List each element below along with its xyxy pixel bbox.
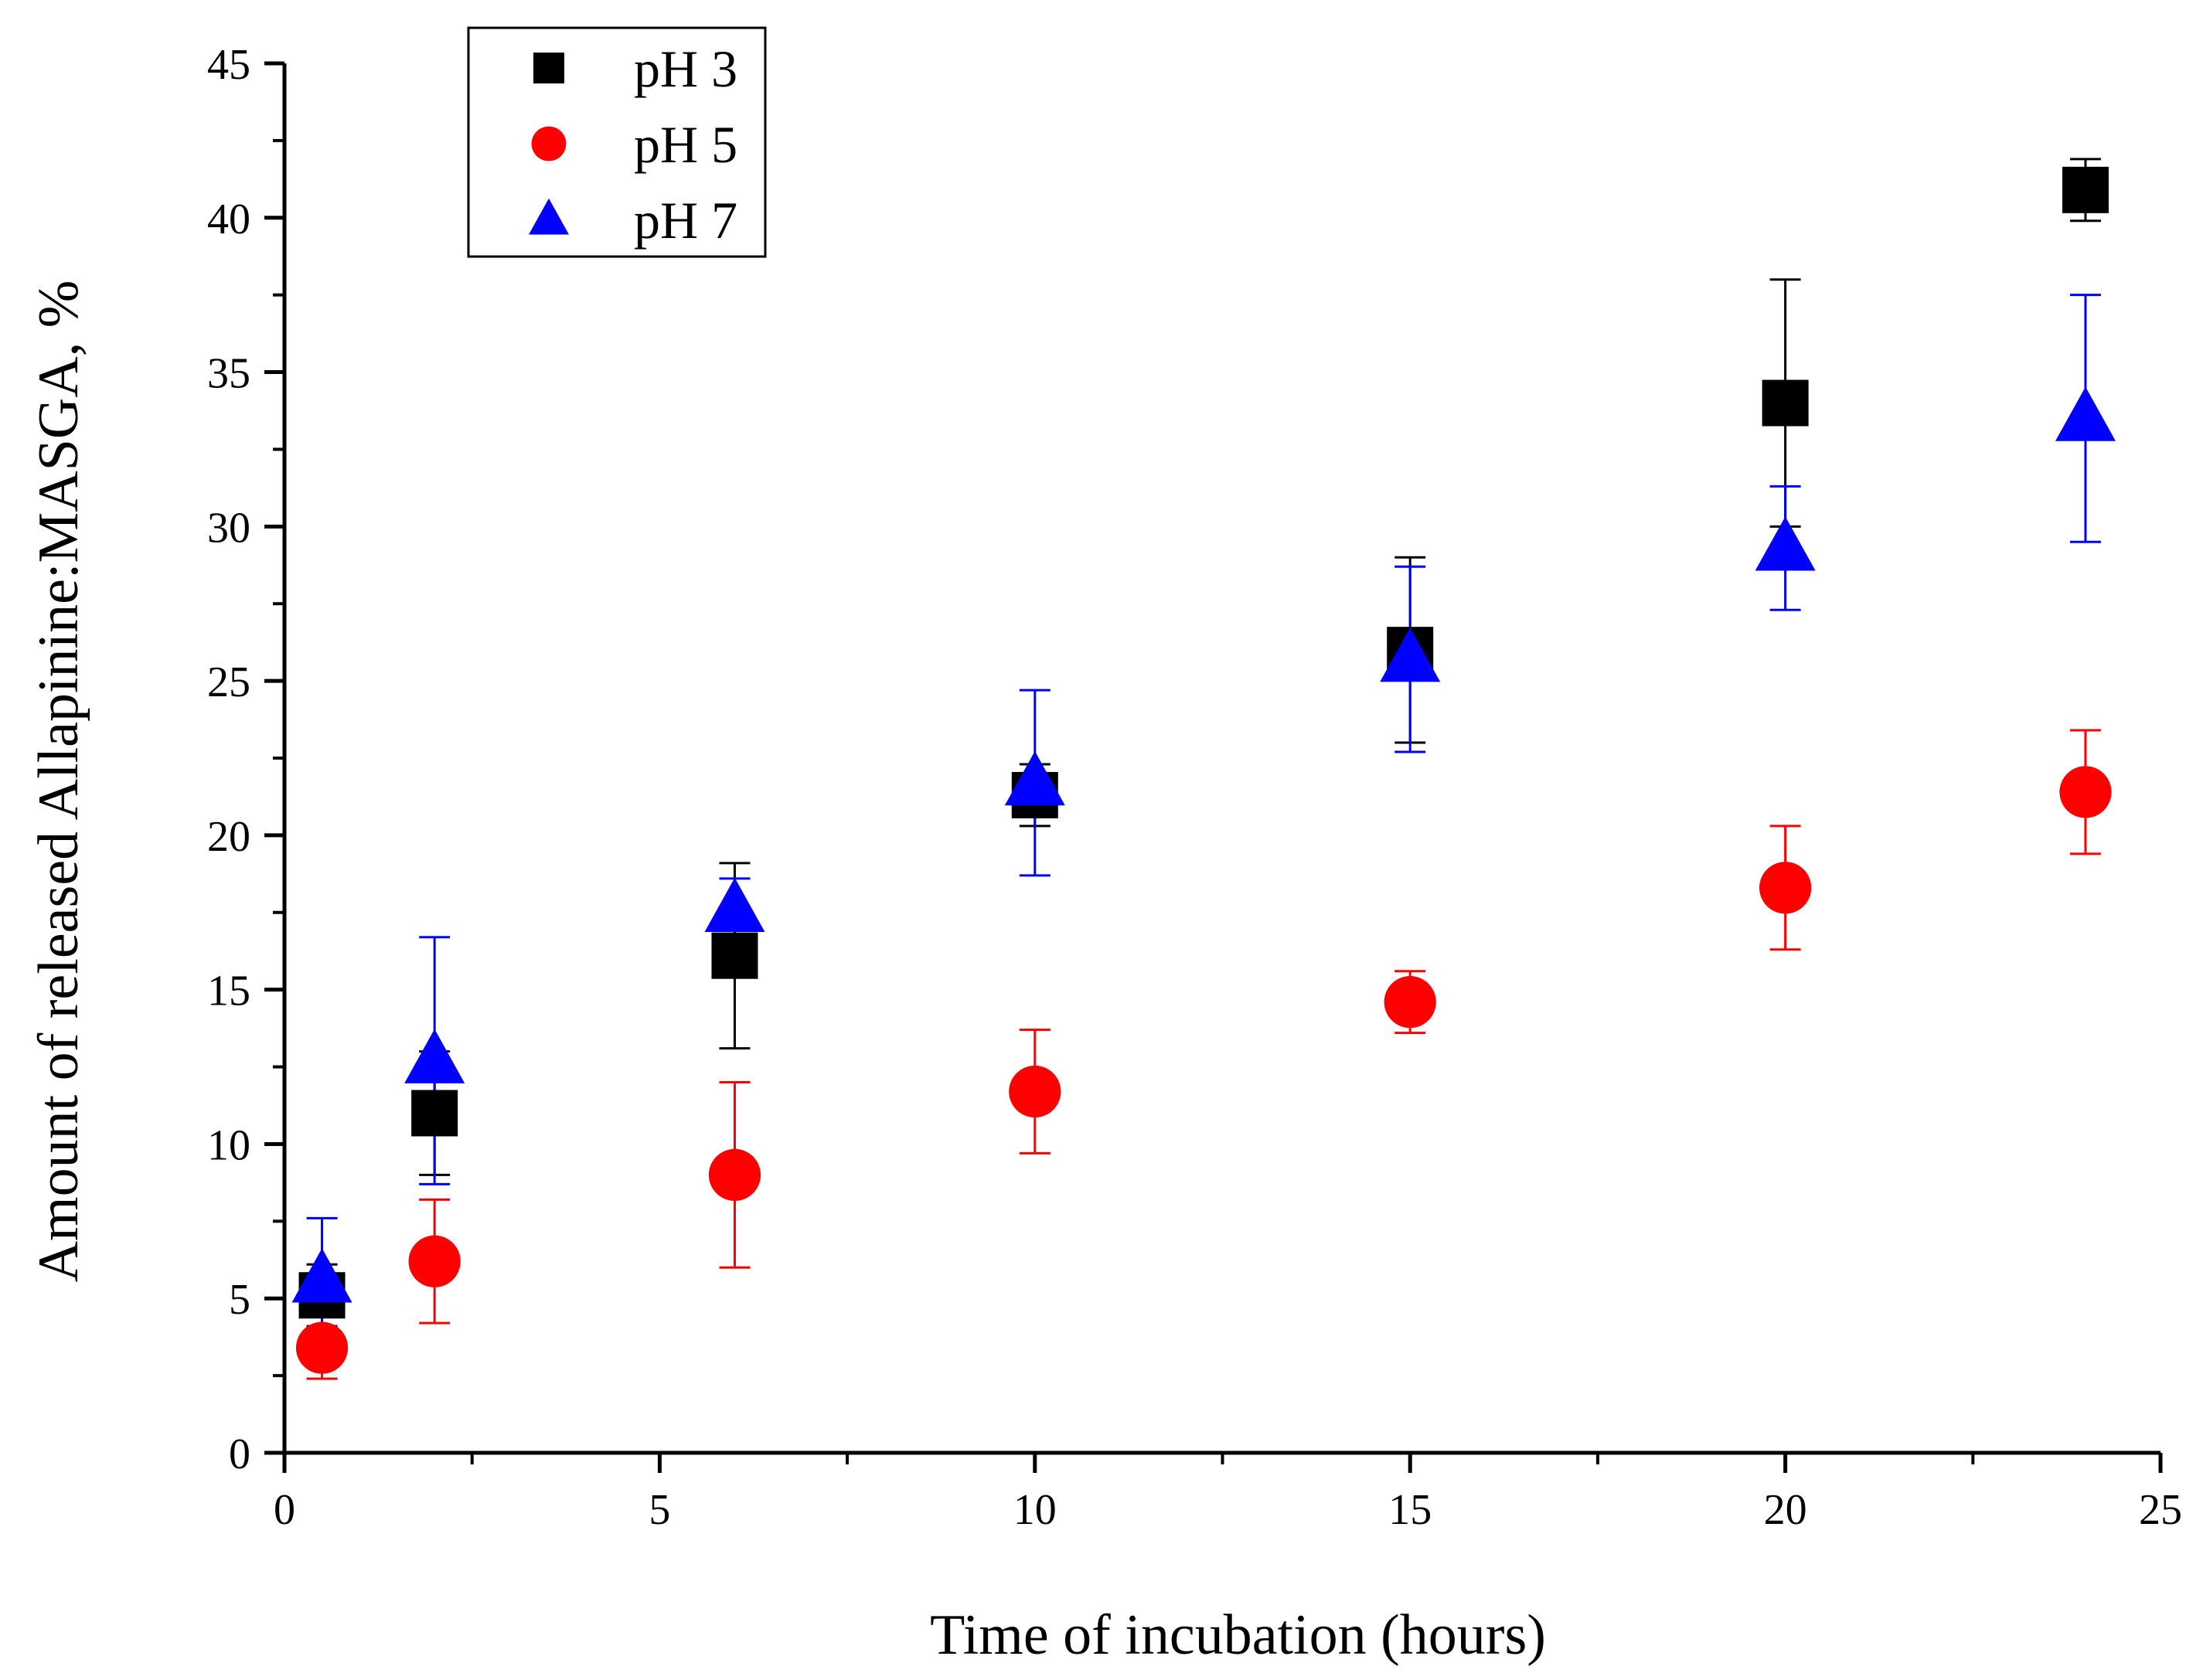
data-point — [408, 1235, 461, 1287]
y-tick-label: 20 — [207, 813, 250, 861]
data-point — [1762, 379, 1809, 427]
series-ph-3 — [298, 166, 2109, 1319]
y-tick-label: 0 — [229, 1430, 250, 1478]
data-point — [2059, 766, 2112, 818]
legend-label: pH 5 — [634, 115, 737, 174]
axes — [282, 63, 2161, 1455]
y-tick-label: 35 — [207, 350, 250, 398]
data-point — [1759, 862, 1812, 914]
x-axis-title: Time of incubation (hours) — [930, 1603, 1546, 1667]
legend: pH 3 pH 5 pH 7 — [467, 26, 767, 258]
x-tick-label: 20 — [1764, 1486, 1807, 1534]
data-point — [2055, 386, 2116, 441]
legend-label: pH 7 — [634, 191, 737, 250]
y-tick-label: 45 — [207, 41, 250, 89]
data-point — [1004, 751, 1065, 806]
y-tick-label: 5 — [229, 1276, 250, 1324]
y-tick-label: 25 — [207, 658, 250, 706]
y-tick-label: 15 — [207, 968, 250, 1015]
legend-marker — [531, 126, 567, 162]
data-point — [2062, 166, 2109, 213]
legend-marker — [529, 198, 569, 235]
x-tick-label: 25 — [2139, 1486, 2182, 1534]
x-tick-label: 5 — [649, 1486, 670, 1534]
data-point — [291, 1248, 352, 1303]
data-point — [1384, 976, 1436, 1029]
data-point — [708, 1148, 761, 1201]
data-point — [704, 877, 765, 933]
data-point — [295, 1321, 349, 1374]
data-point — [411, 1090, 458, 1137]
y-tick-label: 10 — [207, 1121, 250, 1169]
data-point — [711, 932, 758, 979]
error-bars-series-1 — [306, 158, 2101, 1328]
error-bars — [306, 158, 2101, 1380]
data-point — [1380, 627, 1441, 682]
y-tick-label: 30 — [207, 504, 250, 552]
x-tick-label: 15 — [1388, 1486, 1432, 1534]
data-points — [291, 166, 2116, 1374]
ticks: 0 5 10 15 20 25 0 5 10 15 20 25 30 35 40 45 — [207, 41, 2182, 1534]
legend-box — [467, 26, 767, 258]
error-bars-series-3 — [306, 294, 2101, 1343]
y-tick-label: 40 — [207, 196, 250, 243]
x-tick-label: 0 — [274, 1486, 295, 1534]
error-bars-series-2 — [306, 729, 2101, 1380]
series-ph-5 — [295, 766, 2112, 1374]
y-axis-title: Amount of released Allapinine:MASGA, % — [27, 281, 90, 1283]
legend-marker — [533, 53, 564, 83]
data-point — [1755, 516, 1816, 571]
data-point — [1009, 1065, 1061, 1118]
legend-label: pH 3 — [634, 39, 737, 98]
series-ph-7 — [291, 386, 2116, 1303]
data-point — [404, 1029, 465, 1083]
x-tick-label: 10 — [1013, 1486, 1057, 1534]
